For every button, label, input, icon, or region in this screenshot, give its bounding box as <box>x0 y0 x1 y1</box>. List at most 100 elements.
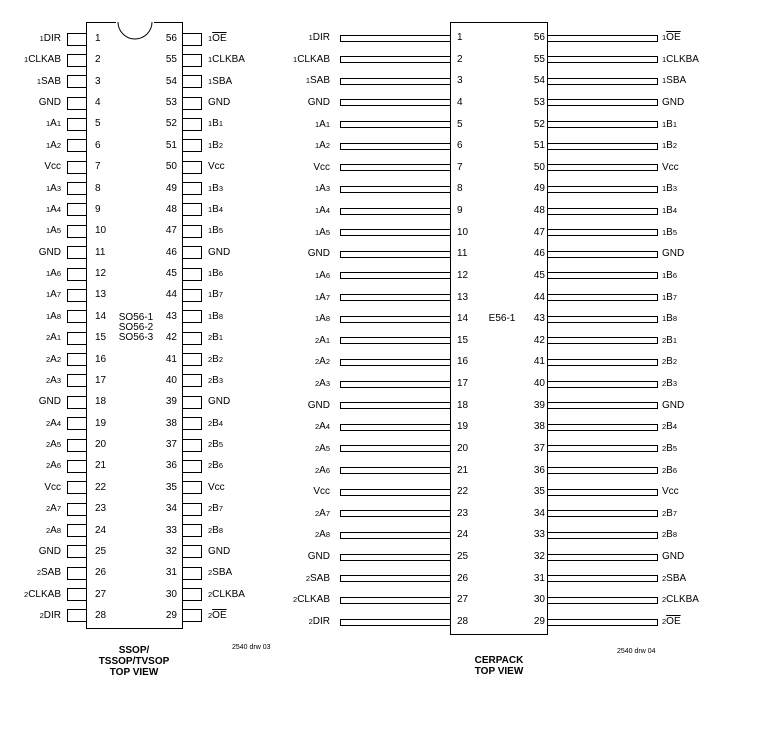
pin-number: 49 <box>533 183 545 194</box>
pin-label-index: 8 <box>218 526 224 535</box>
pin-lead <box>547 208 658 215</box>
pin-label-name: OE <box>666 616 681 627</box>
pin-label-prefix: 2 <box>314 379 320 388</box>
pin-label-name: A <box>319 508 326 519</box>
pin-label-name: GND <box>208 97 231 108</box>
pin-label: 2B7 <box>662 508 677 520</box>
pin-number: 46 <box>533 248 545 259</box>
pin-label-name: Vcc <box>44 482 61 493</box>
pin-number: 10 <box>457 227 469 238</box>
pin-label: 2A6 <box>315 465 330 477</box>
pin-label-name: A <box>319 205 326 216</box>
pin-label: 1A6 <box>46 268 61 280</box>
pin-number: 28 <box>457 616 469 627</box>
pin-label-index: 1 <box>218 333 224 342</box>
pin-label-index: 5 <box>56 440 61 449</box>
pin-label-name: A <box>50 354 57 365</box>
pin-label-name: B <box>666 313 673 324</box>
pin-label-prefix: 2 <box>308 617 313 626</box>
pin-number: 9 <box>95 204 101 215</box>
pin-label: 1B2 <box>662 140 677 152</box>
pin-label-prefix: 1 <box>314 141 320 150</box>
pin-lead <box>67 332 87 345</box>
pin-label: 2DIR <box>309 616 330 628</box>
pin-number: 55 <box>533 54 545 65</box>
pin1-notch <box>116 21 154 40</box>
pin-label: Vcc <box>44 482 61 494</box>
pin-label-name: A <box>50 140 57 151</box>
pin-label: 1A2 <box>46 140 61 152</box>
pin-label: 1B5 <box>208 225 223 237</box>
pin-label-name: CLKAB <box>297 594 330 605</box>
pin-label-name: GND <box>307 551 330 562</box>
pin-lead <box>340 467 451 474</box>
pin-lead <box>67 289 87 302</box>
pin-label-index: 8 <box>56 526 61 535</box>
pin-lead <box>547 424 658 431</box>
pin-number: 34 <box>533 508 545 519</box>
pin-label-prefix: 2 <box>208 440 213 449</box>
pin-lead <box>182 182 202 195</box>
pin-label-index: 5 <box>218 440 224 449</box>
pin-label-prefix: 2 <box>314 444 320 453</box>
pin-number: 15 <box>95 332 107 343</box>
pin-number: 45 <box>165 268 177 279</box>
pin-label-prefix: 2 <box>208 461 213 470</box>
pin-lead <box>67 481 87 494</box>
pin-label: GND <box>208 546 230 558</box>
pin-number: 36 <box>165 460 177 471</box>
caption-line: SSOP/ <box>118 645 150 656</box>
pin-lead <box>67 268 87 281</box>
pin-label-prefix: 2 <box>45 526 51 535</box>
pin-label: GND <box>39 396 61 408</box>
pin-label: 1SBA <box>662 75 686 87</box>
pin-label-prefix: 1 <box>45 205 51 214</box>
pin-number: 21 <box>95 460 107 471</box>
pin-number: 20 <box>95 439 107 450</box>
pin-lead <box>182 33 202 46</box>
pin-number: 53 <box>533 97 545 108</box>
pin-label: 2A4 <box>46 418 61 430</box>
pin-label: 2B3 <box>662 378 677 390</box>
pin-lead <box>340 56 451 63</box>
pin-number: 3 <box>457 75 463 86</box>
pin-label: Vcc <box>208 161 225 173</box>
pin-label-name: B <box>666 421 673 432</box>
pin-label: 1A1 <box>315 119 330 131</box>
pin-label: 2B4 <box>208 418 223 430</box>
pin-label-name: A <box>319 227 326 238</box>
pin-number: 14 <box>457 313 469 324</box>
pin-lead <box>547 294 658 301</box>
pin-label-prefix: 1 <box>662 228 667 237</box>
pin-number: 46 <box>165 247 177 258</box>
pin-label: 1A3 <box>315 183 330 195</box>
pin-label-name: GND <box>307 248 330 259</box>
pin-label: 1A8 <box>46 311 61 323</box>
pin-label-index: 6 <box>218 461 224 470</box>
pin-lead <box>547 510 658 517</box>
pin-label-name: B <box>212 268 219 279</box>
pin-label: 2B3 <box>208 375 223 387</box>
pin-label-index: 8 <box>672 530 678 539</box>
pin-number: 19 <box>95 418 107 429</box>
pin-label: 2A7 <box>315 508 330 520</box>
pin-label-prefix: 2 <box>208 526 213 535</box>
pin-label-index: 8 <box>56 312 61 321</box>
pin-label-index: 7 <box>672 509 678 518</box>
pin-lead <box>67 460 87 473</box>
pin-number: 10 <box>95 225 107 236</box>
pin-label: 2SAB <box>37 567 61 579</box>
pin-lead <box>547 164 658 171</box>
pin-lead <box>67 396 87 409</box>
pin-label-name: A <box>319 529 326 540</box>
pin-label-index: 7 <box>325 509 330 518</box>
pin-lead <box>547 554 658 561</box>
pin-label-index: 5 <box>672 228 678 237</box>
pin-lead <box>547 143 658 150</box>
pin-label-prefix: 2 <box>208 355 213 364</box>
pin-lead <box>67 310 87 323</box>
pin-lead <box>182 374 202 387</box>
pin-label: 2SBA <box>662 573 686 585</box>
pin-lead <box>547 272 658 279</box>
pin-lead <box>547 489 658 496</box>
